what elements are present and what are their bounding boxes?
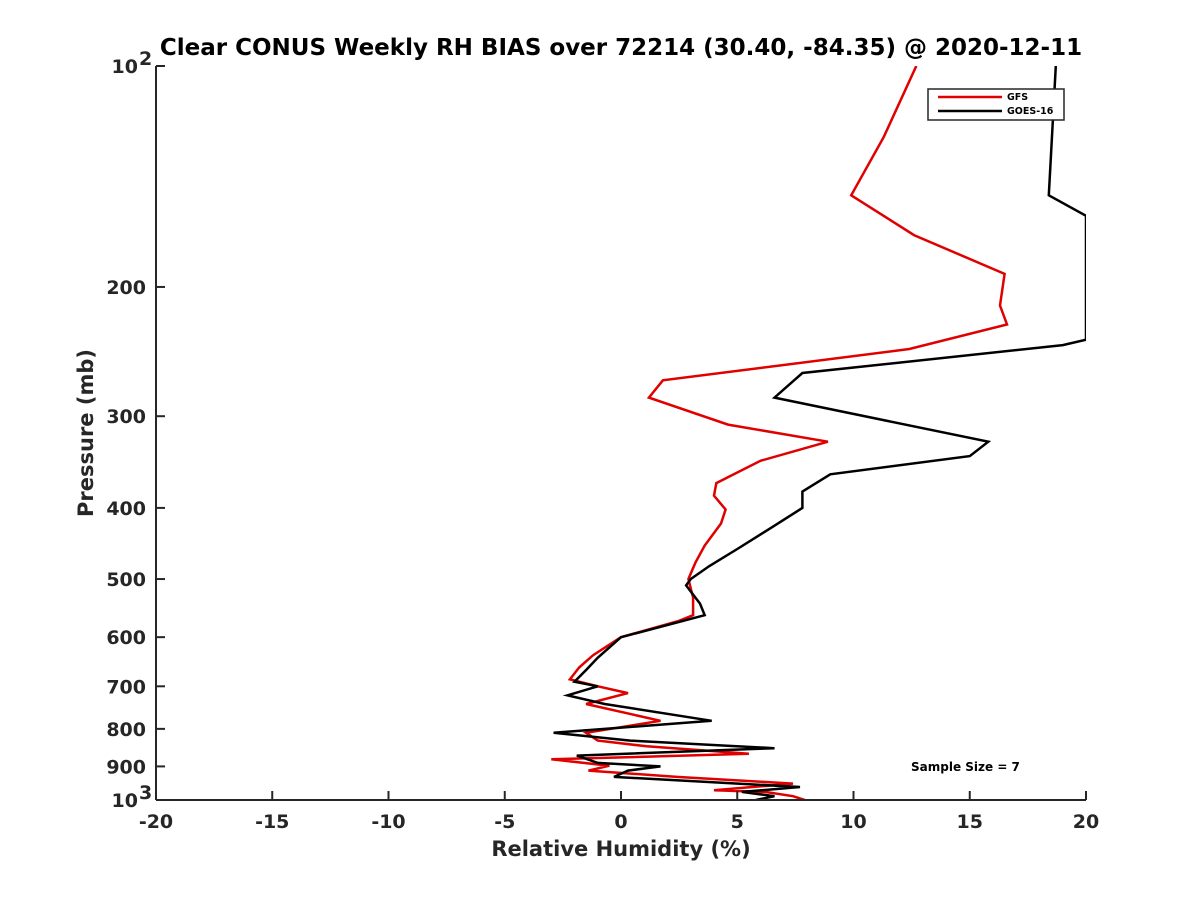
x-tick-label: 15	[957, 811, 983, 833]
legend-label-goes: GOES-16	[1007, 106, 1054, 117]
y-tick-label: 10	[112, 56, 138, 78]
y-tick-label: 900	[106, 756, 146, 778]
y-axis-label: Pressure (mb)	[74, 349, 98, 517]
x-tick-label: -20	[139, 811, 173, 833]
y-tick-label: 300	[106, 406, 146, 428]
x-axis-label: Relative Humidity (%)	[491, 837, 750, 861]
legend-box	[927, 88, 1065, 121]
legend: GFS GOES-16	[927, 88, 1065, 121]
x-tick-label: 10	[840, 811, 866, 833]
series-layer	[551, 66, 1086, 800]
y-tick-label: 200	[106, 277, 146, 299]
series-line-gfs	[551, 66, 1009, 800]
y-tick-label: 800	[106, 719, 146, 741]
x-axis-ticks: -20 -15 -10 -5 0 5 10 15 20	[139, 791, 1099, 833]
series-line-goes-16	[553, 66, 1086, 800]
y-tick-label: 400	[106, 498, 146, 520]
chart-title: Clear CONUS Weekly RH BIAS over 72214 (3…	[160, 35, 1082, 61]
x-tick-label: 20	[1073, 811, 1099, 833]
x-tick-label: 0	[614, 811, 627, 833]
sample-size-annotation: Sample Size = 7	[911, 760, 1020, 774]
y-tick-label: 700	[106, 676, 146, 698]
x-tick-label: -15	[255, 811, 289, 833]
y-tick-label: 600	[106, 627, 146, 649]
x-tick-label: -10	[371, 811, 405, 833]
y-tick-exponent: 2	[139, 48, 152, 70]
y-tick-label: 10	[112, 790, 138, 812]
y-tick-label: 500	[106, 569, 146, 591]
x-tick-label: 5	[731, 811, 744, 833]
legend-label-gfs: GFS	[1007, 92, 1028, 103]
plot-area: -20 -15 -10 -5 0 5 10 15 20 10 220030040050060070…	[106, 48, 1099, 833]
y-tick-exponent: 3	[139, 782, 152, 804]
x-tick-label: -5	[494, 811, 515, 833]
